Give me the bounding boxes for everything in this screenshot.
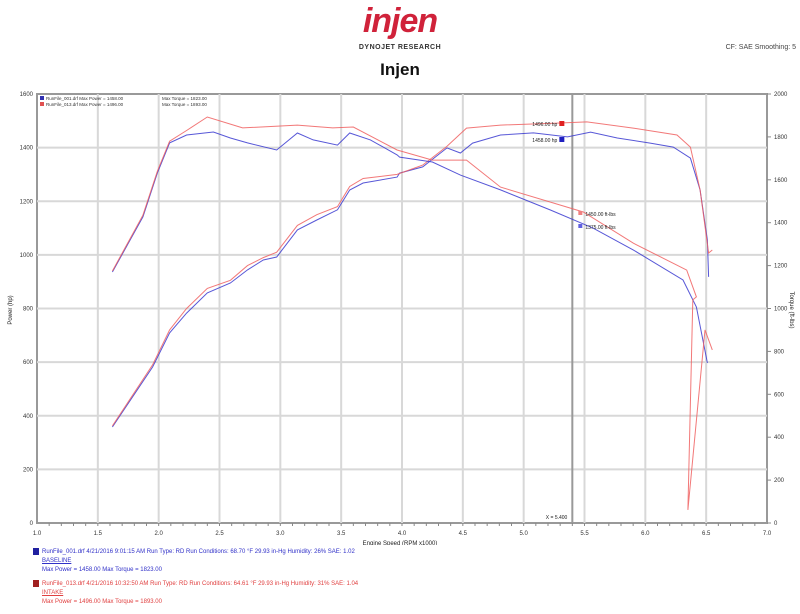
y2-tick-label: 600 xyxy=(774,392,785,398)
y2-tick-label: 1400 xyxy=(774,221,788,227)
y2-axis-title: Torque (ft-lbs) xyxy=(788,291,794,328)
injen-logo: injen xyxy=(362,2,438,40)
power-run2-value: 1496.00 hp xyxy=(532,122,557,128)
y-tick-label: 1600 xyxy=(20,92,34,98)
legend-entry: RunFile_013.drf Max Power = 1496.00 xyxy=(46,102,124,107)
power-run1-value: 1458.00 hp xyxy=(532,138,557,144)
torque-run1-value: 1375.00 ft-lbs xyxy=(585,225,616,231)
y-tick-label: 800 xyxy=(23,307,34,313)
y-tick-label: 0 xyxy=(30,521,34,527)
power-run2-marker xyxy=(559,121,565,126)
run2-line2: INTAKE xyxy=(42,590,64,597)
run1-swatch xyxy=(33,548,39,555)
legend-torque: Max Torque = 1823.00 xyxy=(162,96,207,101)
x-tick-label: 6.5 xyxy=(702,531,711,537)
y2-tick-label: 1800 xyxy=(774,135,788,141)
run1-info: RunFile_001.drf 4/21/2016 9:01:15 AM Run… xyxy=(33,548,355,575)
x-tick-label: 3.0 xyxy=(276,531,285,537)
brand-label: DYNOJET RESEARCH xyxy=(358,44,442,51)
y2-tick-label: 1200 xyxy=(774,264,788,270)
x-tick-label: 5.0 xyxy=(519,531,528,537)
x-axis-title: Engine Speed (RPM x1000) xyxy=(363,541,438,545)
y2-tick-label: 1600 xyxy=(774,178,788,184)
y-tick-label: 1200 xyxy=(20,199,34,205)
torque-run1-marker xyxy=(578,224,583,228)
y2-tick-label: 2000 xyxy=(774,92,788,98)
y-tick-label: 600 xyxy=(23,360,34,366)
torque-run2-marker xyxy=(578,211,583,215)
y-tick-label: 200 xyxy=(23,467,34,473)
run2-line3: Max Power = 1496.00 Max Torque = 1893.00 xyxy=(42,599,162,606)
run2-line1: RunFile_013.drf 4/21/2016 10:32:50 AM Ru… xyxy=(42,581,359,588)
run1-line3: Max Power = 1458.00 Max Torque = 1823.00 xyxy=(42,567,162,574)
x-tick-label: 7.0 xyxy=(763,531,772,537)
y2-tick-label: 0 xyxy=(774,521,778,527)
y-tick-label: 400 xyxy=(23,414,34,420)
x-tick-label: 1.0 xyxy=(33,531,42,537)
y-axis-title: Power (hp) xyxy=(8,295,14,324)
run2-torque-line xyxy=(111,116,713,510)
x-tick-label: 6.0 xyxy=(641,531,650,537)
settings-label: CF: SAE Smoothing: 5 xyxy=(725,44,796,51)
y2-tick-label: 800 xyxy=(774,349,785,355)
y2-tick-label: 400 xyxy=(774,435,785,441)
x-tick-label: 1.5 xyxy=(94,531,103,537)
y-tick-label: 1000 xyxy=(20,253,34,259)
power-run1-marker xyxy=(559,137,565,142)
run1-torque-line xyxy=(111,131,708,364)
x-tick-label: 2.0 xyxy=(154,531,163,537)
legend-entry: RunFile_001.drf Max Power = 1458.00 xyxy=(46,96,124,101)
run2-swatch xyxy=(33,580,39,587)
run2-info: RunFile_013.drf 4/21/2016 10:32:50 AM Ru… xyxy=(33,580,358,607)
torque-run2-value: 1450.00 ft-lbs xyxy=(585,212,616,218)
legend-swatch xyxy=(40,102,44,106)
legend-swatch xyxy=(40,96,44,100)
x-tick-label: 4.5 xyxy=(459,531,468,537)
chart-title: Injen xyxy=(380,60,420,79)
x-tick-label: 2.5 xyxy=(215,531,224,537)
x-tick-label: 3.5 xyxy=(337,531,346,537)
y-tick-label: 1400 xyxy=(20,146,34,152)
x-tick-label: 4.0 xyxy=(398,531,407,537)
y2-tick-label: 1000 xyxy=(774,307,788,313)
run1-line2: BASELINE xyxy=(42,558,72,565)
run2-power-line xyxy=(111,121,713,427)
run1-line1: RunFile_001.drf 4/21/2016 9:01:15 AM Run… xyxy=(42,549,355,556)
x-tick-label: 5.5 xyxy=(580,531,589,537)
legend-torque: Max Torque = 1893.00 xyxy=(162,102,207,107)
dyno-chart: 1.0 1.5 2.0 2.5 3.0 3.5 4.0 4.5 5.0 5.5 6.0 6.5 7.00… xyxy=(8,92,794,545)
cursor-label: X = 5.400 xyxy=(546,515,568,521)
y2-tick-label: 200 xyxy=(774,478,785,484)
